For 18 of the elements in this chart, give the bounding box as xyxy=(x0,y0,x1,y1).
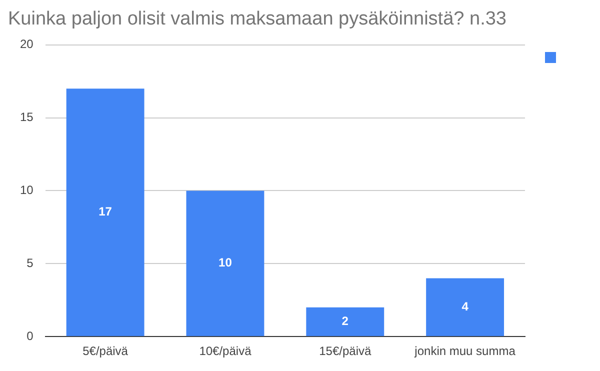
y-tick-label: 5 xyxy=(26,256,34,270)
data-label: 2 xyxy=(342,314,349,328)
y-tick-label: 20 xyxy=(20,37,34,52)
x-tick-label: 10€/päivä xyxy=(199,344,252,358)
x-tick-label: 15€/päivä xyxy=(319,344,372,358)
x-tick-label: jonkin muu summa xyxy=(414,344,516,358)
bar xyxy=(66,88,144,336)
data-label: 4 xyxy=(462,299,469,314)
data-label: 17 xyxy=(98,204,112,219)
y-tick-label: 15 xyxy=(20,110,34,124)
data-label: 10 xyxy=(218,256,232,270)
y-tick-label: 10 xyxy=(20,183,34,198)
x-tick-label: 5€/päivä xyxy=(82,344,128,358)
chart-title: Kuinka paljon olisit valmis maksamaan pysäköinnistä? n.33 xyxy=(8,8,506,30)
bar xyxy=(186,190,264,336)
y-tick-label: 0 xyxy=(26,328,34,343)
bar xyxy=(306,307,384,336)
bar xyxy=(426,278,504,336)
